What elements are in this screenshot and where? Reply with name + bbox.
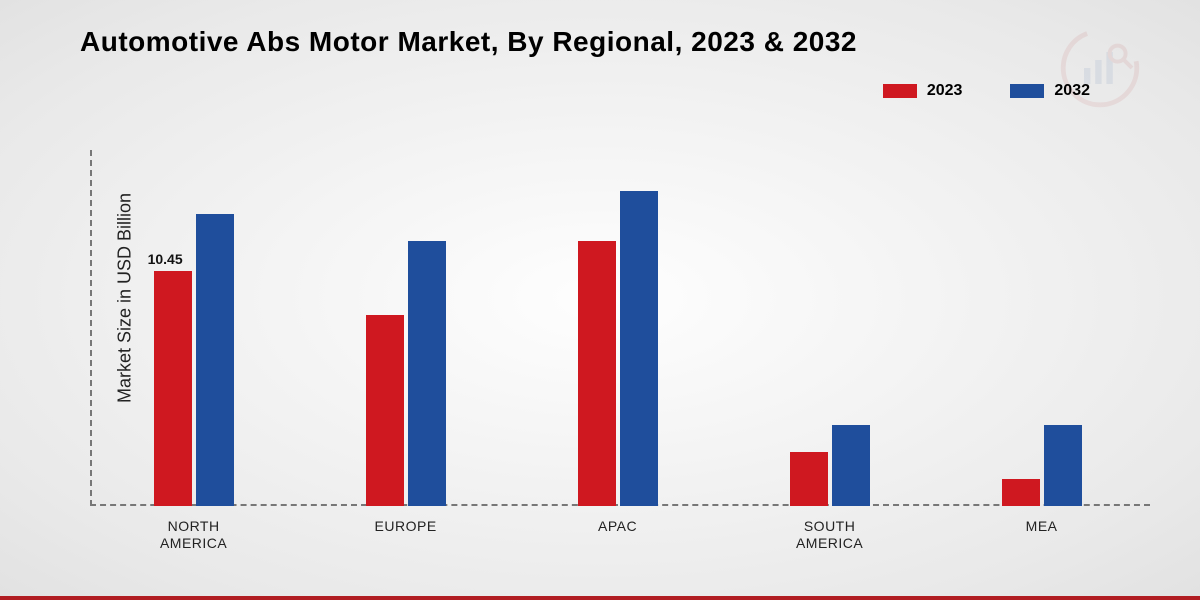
legend-label-2032: 2032 [1054,82,1090,100]
bar-series1 [154,271,192,506]
x-axis-category-label: SOUTHAMERICA [750,518,910,552]
legend-item-2032: 2032 [1010,82,1090,100]
y-axis-line [90,150,92,506]
x-axis-category-label: NORTHAMERICA [114,518,274,552]
legend-item-2023: 2023 [883,82,963,100]
chart-title: Automotive Abs Motor Market, By Regional… [80,26,857,58]
bar-group [790,425,870,506]
bar-series2 [832,425,870,506]
bar-group [366,241,446,507]
bar-group [578,191,658,506]
bar-series2 [196,214,234,507]
bar-series2 [620,191,658,506]
bar-series2 [1044,425,1082,506]
bar-group [1002,425,1082,506]
x-axis-category-label: EUROPE [326,518,486,535]
bar-series2 [408,241,446,507]
bar-series1 [1002,479,1040,506]
legend-swatch-2032 [1010,84,1044,98]
legend-swatch-2023 [883,84,917,98]
bar-value-label: 10.45 [148,251,183,267]
plot-area: NORTHAMERICA10.45EUROPEAPACSOUTHAMERICAM… [90,150,1150,506]
legend-label-2023: 2023 [927,82,963,100]
bar-series1 [366,315,404,506]
chart-container: Automotive Abs Motor Market, By Regional… [0,0,1200,600]
bar-series1 [578,241,616,507]
bar-series1 [790,452,828,506]
x-axis-category-label: APAC [538,518,698,535]
x-axis-category-label: MEA [962,518,1122,535]
legend: 2023 2032 [883,82,1090,100]
